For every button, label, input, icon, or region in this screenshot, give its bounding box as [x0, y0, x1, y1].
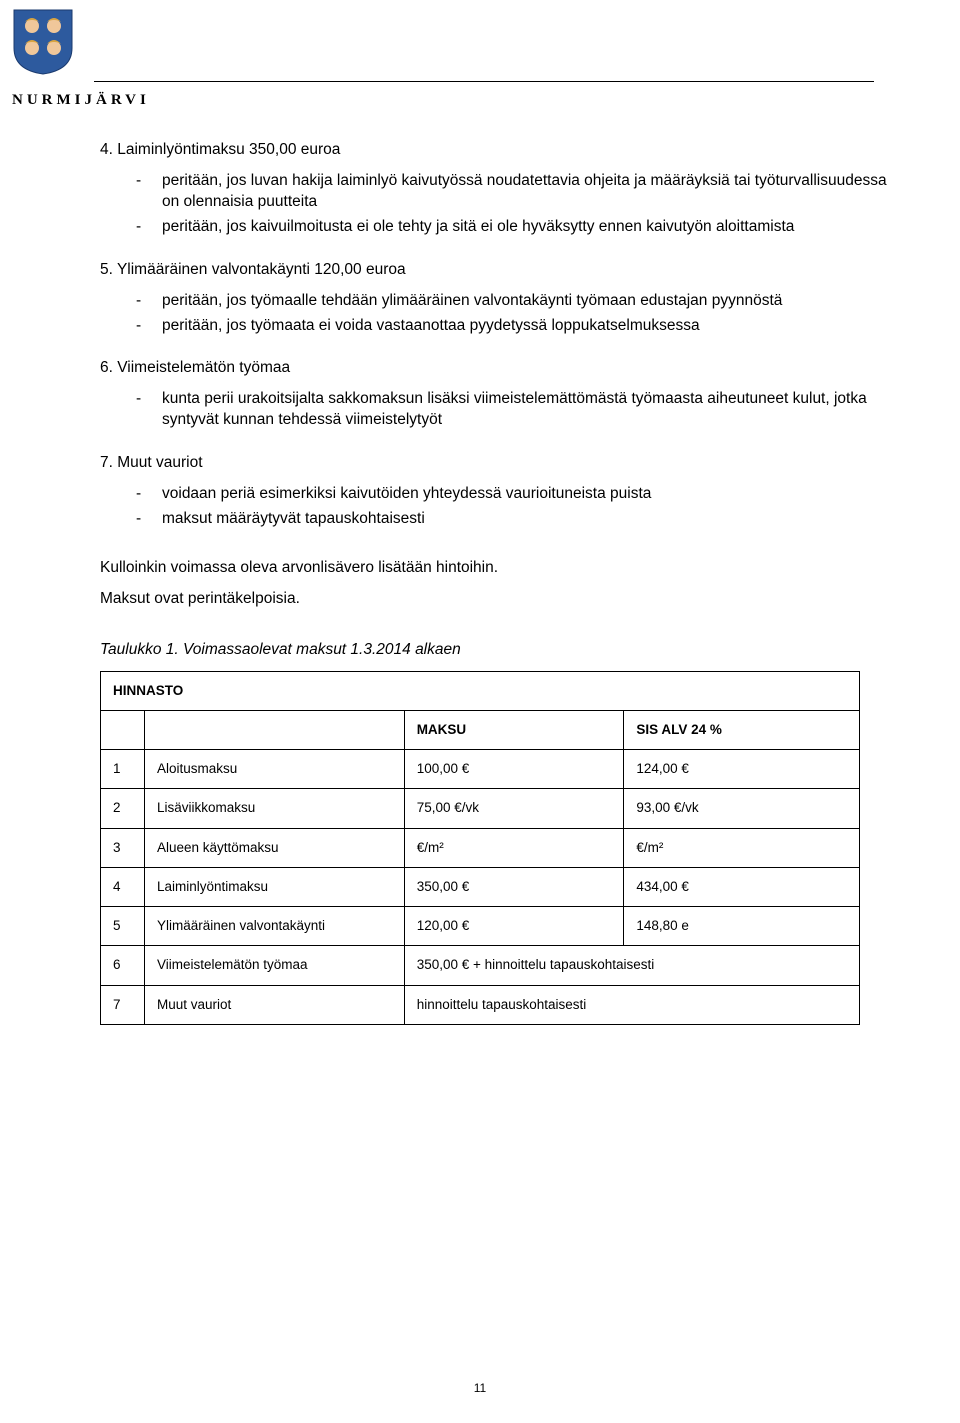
- cell-num: 3: [101, 828, 145, 867]
- table-row: 6 Viimeistelemätön työmaa 350,00 € + hin…: [101, 946, 860, 985]
- cell-maksu: 100,00 €: [404, 750, 624, 789]
- cell-maksu-wide: hinnoittelu tapauskohtaisesti: [404, 985, 859, 1024]
- table-row: 7 Muut vauriot hinnoittelu tapauskohtais…: [101, 985, 860, 1024]
- cell-desc: Viimeistelemätön työmaa: [144, 946, 404, 985]
- shield-icon: [12, 8, 74, 76]
- cell-desc: Aloitusmaksu: [144, 750, 404, 789]
- cell-desc: Muut vauriot: [144, 985, 404, 1024]
- section-6: 6. Viimeistelemätön työmaa kunta perii u…: [100, 358, 900, 431]
- summary-line-1: Kulloinkin voimassa oleva arvonlisävero …: [100, 558, 900, 579]
- table-header-maksu: MAKSU: [404, 710, 624, 749]
- cell-desc: Ylimääräinen valvontakäynti: [144, 907, 404, 946]
- section-6-title: 6. Viimeistelemätön työmaa: [100, 358, 900, 379]
- table-header-blank1: [101, 710, 145, 749]
- logo-area: NURMIJÄRVI: [12, 8, 874, 109]
- section-6-list: kunta perii urakoitsijalta sakkomaksun l…: [136, 389, 900, 431]
- cell-desc: Lisäviikkomaksu: [144, 789, 404, 828]
- section-7: 7. Muut vauriot voidaan periä esimerkiks…: [100, 453, 900, 530]
- cell-maksu: €/m²: [404, 828, 624, 867]
- cell-desc: Laiminlyöntimaksu: [144, 867, 404, 906]
- cell-alv: 148,80 e: [624, 907, 860, 946]
- cell-num: 5: [101, 907, 145, 946]
- cell-maksu-wide: 350,00 € + hinnoittelu tapauskohtaisesti: [404, 946, 859, 985]
- cell-alv: 124,00 €: [624, 750, 860, 789]
- table-header-alv: SIS ALV 24 %: [624, 710, 860, 749]
- list-item: voidaan periä esimerkiksi kaivutöiden yh…: [136, 484, 900, 505]
- section-5-title: 5. Ylimääräinen valvontakäynti 120,00 eu…: [100, 260, 900, 281]
- cell-maksu: 350,00 €: [404, 867, 624, 906]
- list-item: maksut määräytyvät tapauskohtaisesti: [136, 509, 900, 530]
- cell-num: 7: [101, 985, 145, 1024]
- cell-maksu: 120,00 €: [404, 907, 624, 946]
- table-caption: Taulukko 1. Voimassaolevat maksut 1.3.20…: [100, 640, 900, 661]
- cell-alv: 434,00 €: [624, 867, 860, 906]
- table-row: 4 Laiminlyöntimaksu 350,00 € 434,00 €: [101, 867, 860, 906]
- list-item: peritään, jos luvan hakija laiminlyö kai…: [136, 171, 900, 213]
- header-rule: [94, 81, 874, 82]
- cell-num: 2: [101, 789, 145, 828]
- cell-num: 6: [101, 946, 145, 985]
- document-content: 4. Laiminlyöntimaksu 350,00 euroa peritä…: [100, 140, 900, 1025]
- section-7-list: voidaan periä esimerkiksi kaivutöiden yh…: [136, 484, 900, 530]
- cell-desc: Alueen käyttömaksu: [144, 828, 404, 867]
- list-item: peritään, jos kaivuilmoitusta ei ole teh…: [136, 217, 900, 238]
- cell-num: 4: [101, 867, 145, 906]
- section-4-list: peritään, jos luvan hakija laiminlyö kai…: [136, 171, 900, 238]
- section-5-list: peritään, jos työmaalle tehdään ylimäärä…: [136, 291, 900, 337]
- table-row: 3 Alueen käyttömaksu €/m² €/m²: [101, 828, 860, 867]
- table-row: 5 Ylimääräinen valvontakäynti 120,00 € 1…: [101, 907, 860, 946]
- page-number: 11: [474, 1381, 486, 1395]
- brand-name: NURMIJÄRVI: [12, 92, 874, 109]
- table-row: 2 Lisäviikkomaksu 75,00 €/vk 93,00 €/vk: [101, 789, 860, 828]
- price-table: HINNASTO MAKSU SIS ALV 24 % 1 Aloitusmak…: [100, 671, 860, 1025]
- table-row: 1 Aloitusmaksu 100,00 € 124,00 €: [101, 750, 860, 789]
- cell-alv: 93,00 €/vk: [624, 789, 860, 828]
- list-item: peritään, jos työmaata ei voida vastaano…: [136, 316, 900, 337]
- summary-line-2: Maksut ovat perintäkelpoisia.: [100, 589, 900, 610]
- list-item: peritään, jos työmaalle tehdään ylimäärä…: [136, 291, 900, 312]
- table-title: HINNASTO: [113, 683, 183, 698]
- section-7-title: 7. Muut vauriot: [100, 453, 900, 474]
- cell-num: 1: [101, 750, 145, 789]
- section-4-title: 4. Laiminlyöntimaksu 350,00 euroa: [100, 140, 900, 161]
- section-4: 4. Laiminlyöntimaksu 350,00 euroa peritä…: [100, 140, 900, 238]
- list-item: kunta perii urakoitsijalta sakkomaksun l…: [136, 389, 900, 431]
- table-header-blank2: [144, 710, 404, 749]
- cell-alv: €/m²: [624, 828, 860, 867]
- summary-block: Kulloinkin voimassa oleva arvonlisävero …: [100, 558, 900, 610]
- section-5: 5. Ylimääräinen valvontakäynti 120,00 eu…: [100, 260, 900, 337]
- cell-maksu: 75,00 €/vk: [404, 789, 624, 828]
